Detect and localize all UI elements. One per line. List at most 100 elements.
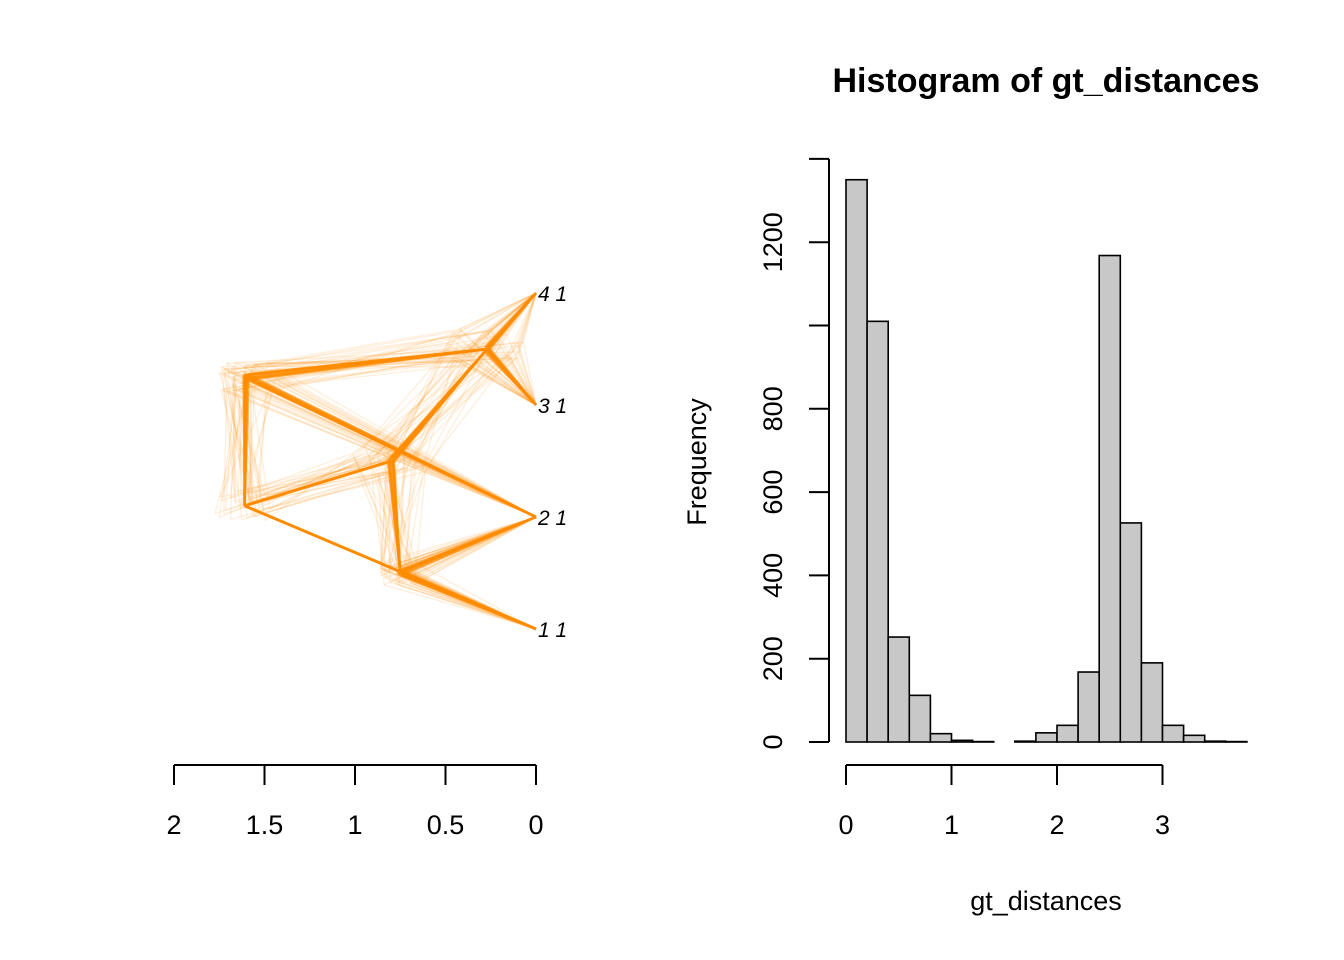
tree-edge-faint xyxy=(234,460,384,493)
histogram-title: Histogram of gt_distances xyxy=(833,62,1260,100)
tree-edge xyxy=(246,347,488,380)
tree-edge-faint xyxy=(223,373,537,518)
tree-edge-faint xyxy=(226,362,537,518)
tree-edge-faint xyxy=(403,451,419,571)
tree-edge-faint xyxy=(474,342,537,406)
tree-edge xyxy=(387,463,402,574)
tree-edge-faint xyxy=(453,292,537,342)
tree-edge-faint xyxy=(410,331,483,470)
tree-edge-faint xyxy=(369,461,401,569)
tree-edge-faint xyxy=(397,580,537,630)
tree-tip-label: 1 1 xyxy=(538,619,567,642)
tree-edge-faint xyxy=(456,357,537,406)
tree-edge-faint xyxy=(500,339,537,406)
tree-edge-faint xyxy=(234,357,466,390)
tree-edge-faint xyxy=(230,458,388,499)
tree-edge-faint xyxy=(388,458,398,564)
tree-edge-faint xyxy=(385,331,455,458)
tree-edge-faint xyxy=(242,376,537,518)
histogram-y-tick-label: 200 xyxy=(758,636,788,681)
tree-edge xyxy=(488,292,537,348)
tree-edge-faint xyxy=(222,388,243,520)
tree-edge xyxy=(389,463,402,574)
tree-edge-faint xyxy=(517,342,537,406)
tree-edge-faint xyxy=(398,584,537,630)
tree-edge-faint xyxy=(250,388,537,518)
tree-edge xyxy=(245,376,537,519)
tree-edge-faint xyxy=(243,377,537,518)
tree-edge-faint xyxy=(400,358,516,449)
histogram-y-tick-label: 1200 xyxy=(758,212,788,272)
histogram-y-tick-label: 0 xyxy=(758,734,788,749)
tree-edge xyxy=(390,348,489,464)
tree-edge-faint xyxy=(398,516,537,564)
tree-edge xyxy=(391,348,489,461)
tree-edge-faint xyxy=(397,516,537,568)
tree-edge-faint xyxy=(372,358,484,458)
tree-edge xyxy=(389,348,489,461)
tree-edge xyxy=(243,374,249,506)
tree-edge-faint xyxy=(353,457,420,574)
tree-edge-faint xyxy=(253,363,537,518)
tree-edge-faint xyxy=(235,329,492,374)
tree-edge-faint xyxy=(251,445,389,495)
tree-edge-faint xyxy=(234,463,429,502)
tree-edge-faint xyxy=(488,345,537,406)
tree-edge-faint xyxy=(232,376,263,496)
tree-edge-faint xyxy=(238,389,242,494)
tree-edge-faint xyxy=(267,357,458,364)
tree-edge-faint xyxy=(401,516,537,569)
tree-edge-faint xyxy=(226,390,537,518)
tree-edge-faint xyxy=(426,330,462,452)
tree-edge xyxy=(248,378,537,519)
tree-edge xyxy=(400,515,537,572)
tree-edge-faint xyxy=(269,369,537,518)
tree-edge-faint xyxy=(405,329,493,469)
tree-edge-faint xyxy=(221,351,519,368)
tree-edge-faint xyxy=(229,376,244,498)
tree-edge xyxy=(245,374,537,519)
tree-edge-faint xyxy=(412,516,537,580)
tree-edge-faint xyxy=(486,330,537,406)
tree-edge-faint xyxy=(255,359,470,365)
tree-edge-root xyxy=(244,459,392,508)
tree-edge xyxy=(390,459,402,574)
tree-edge-faint xyxy=(251,374,537,518)
tree-edge-faint xyxy=(353,349,464,459)
tree-edge-faint xyxy=(414,353,467,459)
tree-edge-faint xyxy=(386,471,412,584)
tree-edge-faint xyxy=(227,331,454,372)
tree-edge-faint xyxy=(456,360,537,406)
histogram-bar xyxy=(845,178,868,743)
tree-edge xyxy=(487,292,537,351)
tree-edge xyxy=(387,462,402,574)
tree-edge-faint xyxy=(239,390,274,508)
tree-edge-faint xyxy=(263,474,380,510)
tree-edge xyxy=(244,347,488,379)
tree-edge-faint xyxy=(517,292,537,346)
tree-edge-faint xyxy=(485,292,537,352)
tree-edge-faint xyxy=(517,345,537,406)
tree-edge-faint xyxy=(453,334,537,406)
tree-edge xyxy=(248,347,488,381)
tree-edge-faint xyxy=(220,389,537,518)
tree-edge xyxy=(247,374,537,519)
tree-edge xyxy=(484,292,537,351)
tree-edge-faint xyxy=(250,452,390,504)
tree-edge-faint xyxy=(382,351,520,462)
tree-edge-faint xyxy=(482,292,537,359)
histogram-x-tick-label: 0 xyxy=(838,810,853,840)
tree-edge-faint xyxy=(406,516,537,574)
tree-edge xyxy=(387,458,402,574)
tree-edge-faint xyxy=(363,445,420,583)
tree-edge-faint xyxy=(465,292,537,355)
tree-edge-faint xyxy=(460,292,537,332)
tree-edge-faint xyxy=(351,366,472,454)
tree-edge xyxy=(485,292,537,348)
histogram-bar xyxy=(908,694,932,743)
tree-x-tick-label: 2 xyxy=(166,810,181,840)
tree-edge-faint xyxy=(225,362,266,496)
tree-edge-faint xyxy=(235,450,418,504)
tree-edge-faint xyxy=(245,364,253,494)
